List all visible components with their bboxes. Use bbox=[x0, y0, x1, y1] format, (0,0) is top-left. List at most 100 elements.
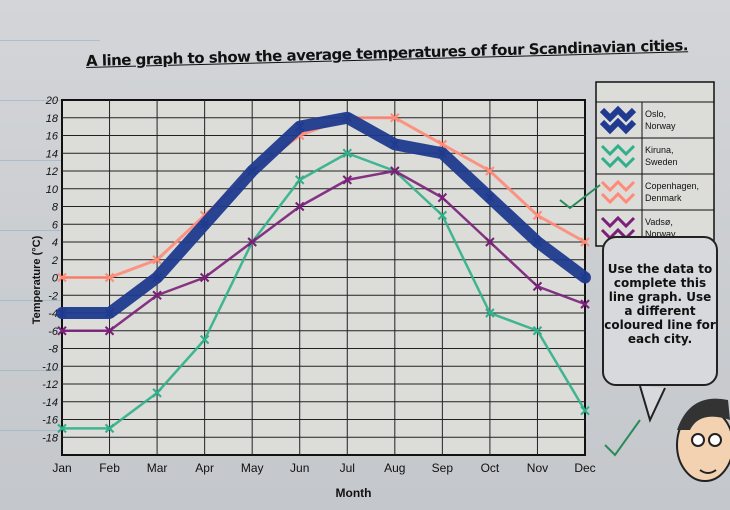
x-tick-label: Aug bbox=[384, 461, 405, 475]
data-point-marker bbox=[580, 405, 590, 416]
legend-label: Copenhagen, bbox=[645, 181, 699, 191]
y-tick-label: 18 bbox=[46, 113, 59, 125]
data-point-marker bbox=[295, 201, 305, 212]
notebook-rule bbox=[0, 370, 100, 371]
data-point-marker bbox=[247, 237, 257, 247]
data-point-marker bbox=[295, 175, 305, 185]
series-line-oslo bbox=[56, 111, 591, 319]
data-point-marker bbox=[342, 175, 352, 185]
y-tick-label: 4 bbox=[52, 237, 58, 249]
data-point-marker bbox=[152, 388, 162, 398]
y-tick-label: -8 bbox=[48, 344, 59, 356]
data-point-marker bbox=[437, 210, 448, 221]
legend-swatch bbox=[600, 215, 636, 241]
x-tick-label: Dec bbox=[574, 461, 595, 475]
y-tick-label: 8 bbox=[52, 202, 59, 214]
y-tick-label: -16 bbox=[42, 415, 59, 427]
legend-label: Sweden bbox=[645, 157, 678, 167]
y-tick-label: 0 bbox=[52, 273, 59, 285]
x-tick-label: Jul bbox=[340, 461, 355, 475]
x-tick-label: May bbox=[241, 461, 264, 475]
y-tick-label: 12 bbox=[46, 166, 58, 178]
data-point-marker bbox=[532, 326, 543, 336]
y-tick-label: 2 bbox=[51, 255, 58, 267]
y-tick-label: -12 bbox=[42, 379, 58, 391]
x-tick-label: Apr bbox=[195, 461, 214, 475]
y-tick-label: 20 bbox=[45, 95, 59, 107]
data-point-marker bbox=[532, 281, 543, 292]
data-point-marker bbox=[57, 272, 67, 283]
data-point-marker bbox=[199, 219, 210, 229]
data-point-marker bbox=[390, 139, 400, 150]
x-tick-label: Sep bbox=[432, 461, 454, 475]
legend-label: Vadsø, bbox=[645, 217, 673, 227]
x-tick-label: Mar bbox=[147, 461, 168, 475]
data-point-marker bbox=[342, 113, 352, 123]
data-point-marker bbox=[152, 272, 162, 283]
data-point-marker bbox=[152, 290, 162, 300]
legend-label: Denmark bbox=[645, 193, 682, 203]
x-tick-label: Jun bbox=[290, 461, 309, 475]
data-point-marker bbox=[104, 308, 115, 318]
data-point-marker bbox=[485, 237, 495, 247]
data-point-marker bbox=[532, 237, 543, 247]
data-point-marker bbox=[247, 166, 257, 176]
instruction-text: Use the data to complete this line graph… bbox=[604, 262, 716, 346]
series-line-vads bbox=[60, 169, 587, 332]
notebook-rule bbox=[0, 160, 100, 161]
data-point-marker bbox=[57, 423, 67, 434]
speech-bubble: Use the data to complete this line graph… bbox=[602, 236, 718, 386]
series-line-kiruna bbox=[60, 152, 587, 430]
data-point-marker bbox=[437, 192, 448, 203]
notebook-rule bbox=[0, 230, 100, 231]
x-tick-label: Oct bbox=[481, 461, 500, 475]
data-point-marker bbox=[104, 326, 115, 336]
data-point-marker bbox=[580, 299, 590, 309]
data-point-marker bbox=[104, 272, 115, 283]
data-point-marker bbox=[580, 237, 590, 247]
data-point-marker bbox=[152, 255, 162, 265]
y-tick-label: 16 bbox=[46, 131, 59, 143]
y-tick-label: 10 bbox=[46, 184, 59, 196]
notebook-rule bbox=[0, 100, 100, 101]
notebook-rule bbox=[0, 300, 100, 301]
notebook-rule bbox=[0, 40, 100, 41]
legend-label: Kiruna, bbox=[645, 145, 674, 155]
y-tick-label: 6 bbox=[52, 219, 59, 231]
y-tick-label: -18 bbox=[42, 432, 59, 444]
data-point-marker bbox=[485, 192, 495, 203]
data-point-marker bbox=[57, 308, 67, 318]
data-point-marker bbox=[104, 423, 115, 434]
y-tick-label: -10 bbox=[42, 361, 59, 373]
x-tick-label: Nov bbox=[527, 461, 548, 475]
y-axis-label: Temperature (°C) bbox=[31, 235, 43, 324]
data-point-marker bbox=[485, 308, 495, 318]
data-point-marker bbox=[390, 166, 400, 176]
x-tick-label: Feb bbox=[99, 461, 120, 475]
x-axis-label: Month bbox=[336, 486, 372, 500]
legend-label: Oslo, bbox=[645, 109, 666, 119]
legend-label: Norway bbox=[645, 229, 676, 239]
data-point-marker bbox=[199, 334, 210, 345]
data-point-marker bbox=[390, 113, 400, 123]
data-point-marker bbox=[199, 272, 210, 283]
data-point-marker bbox=[532, 210, 543, 221]
legend-swatch bbox=[600, 143, 636, 169]
data-point-marker bbox=[485, 166, 495, 176]
data-point-marker bbox=[580, 272, 590, 283]
y-tick-label: -2 bbox=[48, 290, 58, 302]
data-point-marker bbox=[437, 148, 448, 158]
legend-swatch bbox=[599, 105, 637, 135]
notebook-rule bbox=[0, 430, 100, 431]
data-point-marker bbox=[342, 148, 352, 158]
legend-swatch bbox=[600, 179, 636, 205]
y-tick-label: -14 bbox=[42, 397, 58, 409]
y-tick-label: 14 bbox=[46, 148, 58, 160]
data-point-marker bbox=[295, 121, 305, 132]
y-tick-label: -4 bbox=[48, 308, 58, 320]
legend-label: Norway bbox=[645, 121, 676, 131]
data-point-marker bbox=[57, 326, 67, 336]
y-tick-label: -6 bbox=[48, 326, 59, 338]
x-tick-label: Jan bbox=[52, 461, 71, 475]
